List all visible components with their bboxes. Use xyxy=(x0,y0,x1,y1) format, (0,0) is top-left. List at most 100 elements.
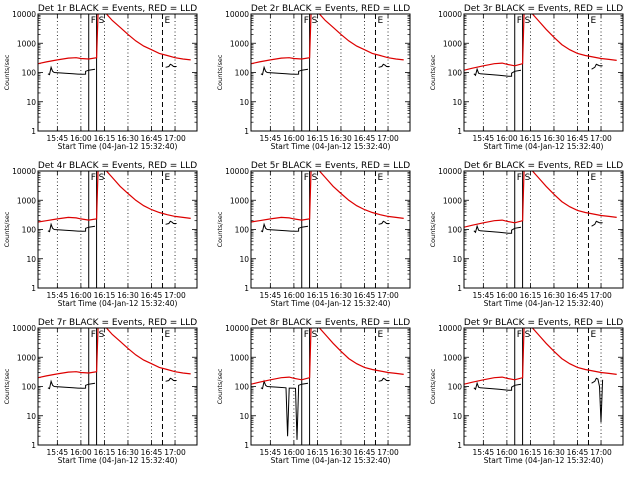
marker-label-f: F xyxy=(304,173,309,183)
x-tick-label: 16:00 xyxy=(70,291,92,300)
detector-chart: Det 7r BLACK = Events, RED = LLD Counts/s… xyxy=(3,318,198,465)
x-tick-label: 16:15 xyxy=(94,448,116,457)
x-tick-label: 16:45 xyxy=(567,291,589,300)
plot-frame xyxy=(37,13,198,132)
x-tick-label: 16:45 xyxy=(354,291,376,300)
detector-chart: Det 1r BLACK = Events, RED = LLD Counts/s… xyxy=(3,4,198,151)
y-axis-label: Counts/sec xyxy=(429,54,437,90)
y-tick-label: 1000 xyxy=(443,39,462,48)
marker-label-s: S xyxy=(99,16,105,26)
y-tick-label: 10000 xyxy=(12,10,36,19)
x-tick-label: 15:45 xyxy=(473,291,495,300)
marker-label-e: E xyxy=(377,173,383,183)
series-line-events xyxy=(260,220,390,233)
y-tick-label: 1000 xyxy=(17,39,36,48)
x-tick-label: 16:30 xyxy=(117,134,139,143)
y-tick-label: 10 xyxy=(452,412,462,421)
marker-label-e: E xyxy=(590,16,596,26)
y-tick-label: 10000 xyxy=(12,167,36,176)
y-axis-label: Counts/sec xyxy=(3,211,11,247)
x-tick-label: 16:00 xyxy=(283,291,305,300)
x-tick-label: 16:45 xyxy=(567,448,589,457)
series-line-lld xyxy=(251,328,404,385)
y-tick-label: 100 xyxy=(22,383,37,392)
y-tick-label: 100 xyxy=(22,226,37,235)
y-tick-label: 10 xyxy=(239,412,249,421)
chart-title: Det 9r BLACK = Events, RED = LLD xyxy=(464,318,623,328)
series-line-lld xyxy=(38,171,191,223)
y-tick-label: 1 xyxy=(457,284,462,293)
y-tick-label: 1 xyxy=(244,127,249,136)
y-tick-label: 1 xyxy=(244,441,249,450)
marker-label-f: F xyxy=(91,16,96,26)
x-tick-label: 15:45 xyxy=(260,134,282,143)
y-tick-label: 10 xyxy=(452,255,462,264)
y-tick-label: 1 xyxy=(457,441,462,450)
x-axis-label: Start Time (04-Jan-12 15:32:40) xyxy=(58,142,178,151)
chart-title: Det 5r BLACK = Events, RED = LLD xyxy=(251,161,410,171)
x-tick-label: 16:15 xyxy=(307,291,329,300)
x-tick-label: 16:00 xyxy=(283,134,305,143)
marker-label-s: S xyxy=(312,16,318,26)
y-tick-label: 10000 xyxy=(438,167,462,176)
x-axis-label: Start Time (04-Jan-12 15:32:40) xyxy=(484,456,604,465)
y-tick-label: 1 xyxy=(31,441,36,450)
marker-label-s: S xyxy=(525,330,531,340)
detector-chart: Det 2r BLACK = Events, RED = LLD Counts/s… xyxy=(216,4,411,151)
plot-frame xyxy=(250,13,411,132)
x-tick-label: 16:30 xyxy=(330,134,352,143)
y-tick-label: 1000 xyxy=(17,353,36,362)
x-tick-label: 16:00 xyxy=(70,448,92,457)
series-line-events xyxy=(473,377,604,423)
x-tick-label: 17:00 xyxy=(590,134,612,143)
series-line-events xyxy=(473,63,603,77)
y-tick-label: 1 xyxy=(31,127,36,136)
series-line-lld xyxy=(464,171,617,228)
marker-label-f: F xyxy=(304,330,309,340)
chart-title: Det 6r BLACK = Events, RED = LLD xyxy=(464,161,623,171)
y-tick-label: 1000 xyxy=(17,196,36,205)
y-tick-label: 10000 xyxy=(225,324,249,333)
series-line-events xyxy=(47,377,177,390)
x-tick-label: 16:30 xyxy=(543,448,565,457)
x-tick-label: 17:00 xyxy=(590,448,612,457)
marker-label-f: F xyxy=(517,173,522,183)
x-tick-label: 15:45 xyxy=(473,134,495,143)
y-axis-label: Counts/sec xyxy=(3,368,11,404)
x-tick-label: 17:00 xyxy=(164,134,186,143)
plot-frame xyxy=(463,327,624,446)
y-tick-label: 1 xyxy=(457,127,462,136)
y-tick-label: 1 xyxy=(31,284,36,293)
x-tick-label: 16:15 xyxy=(520,291,542,300)
x-tick-label: 15:45 xyxy=(260,291,282,300)
series-line-lld xyxy=(38,328,191,379)
x-tick-label: 16:30 xyxy=(117,291,139,300)
y-tick-label: 10 xyxy=(239,98,249,107)
x-tick-label: 16:00 xyxy=(496,134,518,143)
x-tick-label: 17:00 xyxy=(377,134,399,143)
x-axis-label: Start Time (04-Jan-12 15:32:40) xyxy=(58,456,178,465)
y-tick-label: 1000 xyxy=(230,353,249,362)
detector-chart: Det 4r BLACK = Events, RED = LLD Counts/s… xyxy=(3,161,198,308)
x-tick-label: 17:00 xyxy=(377,291,399,300)
marker-label-e: E xyxy=(377,330,383,340)
x-tick-label: 16:15 xyxy=(94,291,116,300)
detector-chart: Det 8r BLACK = Events, RED = LLD Counts/s… xyxy=(216,318,411,465)
x-tick-label: 16:00 xyxy=(70,134,92,143)
plot-frame xyxy=(37,170,198,289)
x-tick-label: 16:45 xyxy=(354,134,376,143)
chart-title: Det 1r BLACK = Events, RED = LLD xyxy=(38,4,197,14)
y-tick-label: 10000 xyxy=(225,167,249,176)
y-tick-label: 1000 xyxy=(443,353,462,362)
y-axis-label: Counts/sec xyxy=(216,368,224,404)
marker-label-e: E xyxy=(164,16,170,26)
series-line-lld xyxy=(464,14,617,71)
x-tick-label: 16:15 xyxy=(307,134,329,143)
chart-title: Det 3r BLACK = Events, RED = LLD xyxy=(464,4,623,14)
chart-title: Det 7r BLACK = Events, RED = LLD xyxy=(38,318,197,328)
detector-chart: Det 9r BLACK = Events, RED = LLD Counts/s… xyxy=(429,318,624,465)
marker-label-f: F xyxy=(517,16,522,26)
x-tick-label: 16:45 xyxy=(141,134,163,143)
plot-frame xyxy=(463,170,624,289)
x-axis-label: Start Time (04-Jan-12 15:32:40) xyxy=(58,299,178,308)
